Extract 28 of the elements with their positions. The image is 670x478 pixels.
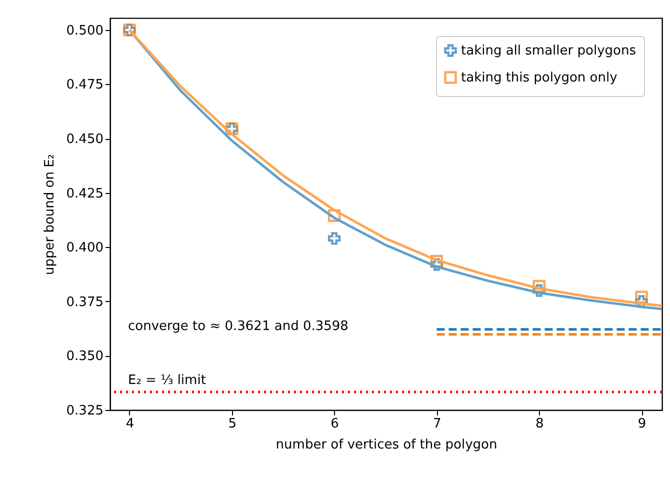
y-tick-label: 0.475 <box>66 78 104 93</box>
y-tick-label: 0.425 <box>66 186 104 202</box>
x-tick-label: 9 <box>638 416 646 432</box>
annotation: converge to ≈ 0.3621 and 0.3598 <box>128 319 348 334</box>
x-tick-label: 6 <box>330 416 339 432</box>
y-tick-label: 0.350 <box>66 349 104 364</box>
point <box>532 280 546 293</box>
x-tick-label: 5 <box>228 416 237 432</box>
legend-label: taking this polygon only <box>461 70 618 86</box>
x-tick-label: 4 <box>126 416 134 432</box>
x-axis-title: number of vertices of the polygon <box>276 438 498 452</box>
y-tick-label: 0.400 <box>66 240 104 256</box>
point <box>430 254 444 268</box>
point <box>635 295 648 308</box>
point <box>328 232 341 245</box>
point <box>532 284 546 297</box>
y-tick-label: 0.500 <box>66 23 104 38</box>
y-tick-label: 0.325 <box>66 404 104 418</box>
y-axis-title: upper bound on E₂ <box>42 154 58 276</box>
point <box>430 258 444 271</box>
ref-line-label: E₂ = ⅓ limit <box>128 372 206 388</box>
x-tick-label: 8 <box>535 416 544 432</box>
y-tick-label: 0.450 <box>66 132 104 148</box>
x-tick-label: 7 <box>433 416 442 432</box>
point <box>328 209 341 222</box>
legend-label: taking all smaller polygons <box>461 44 636 58</box>
y-tick-label: 0.375 <box>66 294 104 310</box>
point <box>635 290 648 304</box>
